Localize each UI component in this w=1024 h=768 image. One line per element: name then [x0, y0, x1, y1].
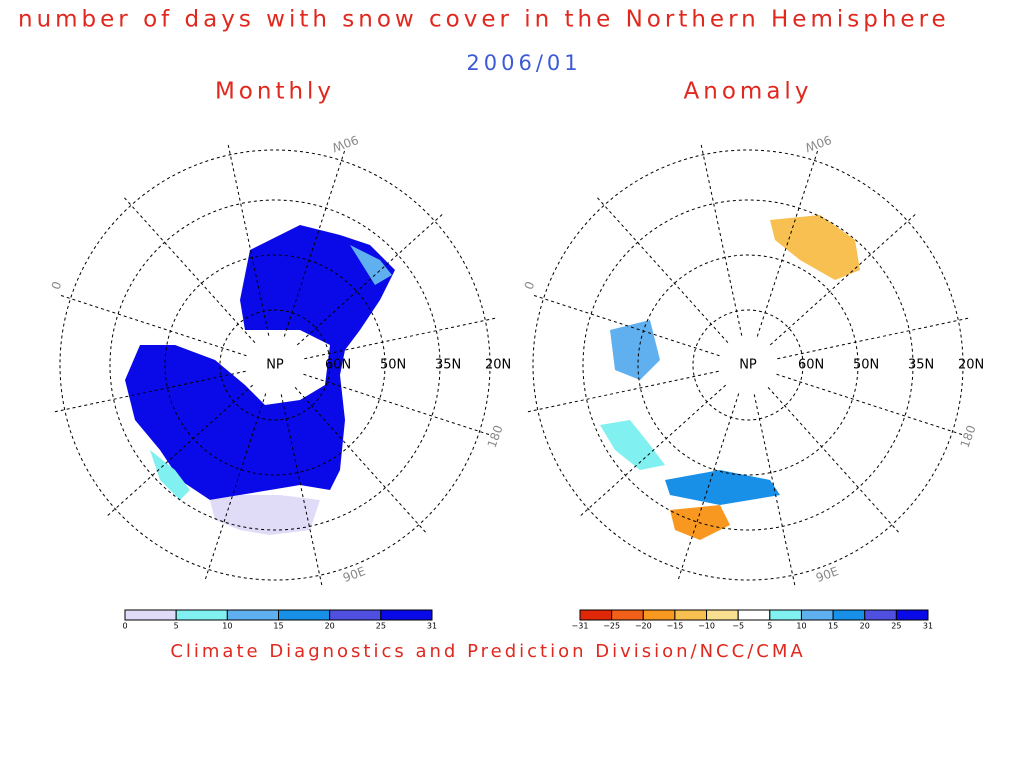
- latitude-label: 50N: [380, 358, 406, 373]
- meridian: [283, 150, 346, 337]
- meridian: [303, 373, 490, 436]
- colorbar-bin: [611, 609, 644, 621]
- colorbar-bin: [642, 609, 676, 621]
- meridian: [60, 294, 247, 357]
- colorbar-label: 15: [828, 622, 838, 631]
- colorbar-bin: [832, 609, 866, 621]
- latitude-circle: [219, 309, 331, 421]
- meridian: [756, 150, 819, 337]
- latitude-circle: [692, 309, 804, 421]
- colorbar-label: 31: [923, 622, 933, 631]
- credit: Climate Diagnostics and Prediction Divis…: [170, 641, 805, 662]
- latitude-circle: [59, 149, 491, 581]
- meridian: [227, 144, 270, 336]
- colorbar-bin: [329, 609, 382, 621]
- colorbar-bin: [226, 609, 279, 621]
- main-title: number of days with snow cover in the No…: [18, 7, 950, 33]
- meridian: [753, 394, 796, 586]
- colorbar-bin: [124, 609, 177, 621]
- meridian: [777, 317, 969, 360]
- colorbar-label: 25: [891, 622, 901, 631]
- meridian: [527, 370, 719, 413]
- colorbar-bin: [769, 609, 802, 621]
- latitude-circle: [582, 199, 914, 531]
- panel-title: Anomaly: [684, 79, 813, 105]
- anomaly-area: [770, 215, 860, 280]
- colorbar-bin: [706, 609, 739, 621]
- meridian: [533, 294, 720, 357]
- colorbar-label: −20: [635, 622, 652, 631]
- latitude-label: 50N: [853, 358, 879, 373]
- colorbar-label: −5: [732, 622, 744, 631]
- colorbar-label: 20: [325, 622, 335, 631]
- snow-monthly: [125, 225, 395, 535]
- meridian: [280, 394, 323, 586]
- colorbar-bin: [895, 609, 929, 621]
- colorbar-label: −10: [698, 622, 715, 631]
- date: 2006/01: [466, 51, 581, 75]
- snow-area: [210, 495, 320, 535]
- latitude-label: 20N: [485, 358, 511, 373]
- meridian: [107, 384, 254, 516]
- anomaly-area: [665, 470, 780, 505]
- snow-area: [150, 450, 190, 500]
- colorbar-label: 5: [174, 622, 179, 631]
- latitude-label: 60N: [325, 358, 351, 373]
- meridian: [204, 393, 267, 580]
- colorbar-bin: [579, 609, 613, 621]
- colorbar-bin: [380, 609, 433, 621]
- colorbar-label: 25: [376, 622, 386, 631]
- colorbar-bin: [175, 609, 228, 621]
- latitude-label: 20N: [958, 358, 984, 373]
- colorbar-label: −31: [572, 622, 589, 631]
- colorbar-bin: [737, 609, 771, 621]
- colorbar-label: −25: [603, 622, 620, 631]
- meridian: [700, 144, 743, 336]
- colorbar-label: 5: [767, 622, 772, 631]
- longitude-label: 0: [49, 279, 65, 291]
- meridian: [294, 386, 426, 533]
- pole-label: NP: [739, 358, 757, 373]
- colorbar-bin: [278, 609, 331, 621]
- latitude-circle: [637, 254, 859, 476]
- meridian: [54, 370, 246, 413]
- polar-map: [54, 144, 496, 586]
- colorbar-label: 31: [427, 622, 437, 631]
- colorbar-label: 10: [222, 622, 232, 631]
- meridian: [776, 373, 963, 436]
- meridian: [580, 384, 727, 516]
- meridian: [767, 386, 899, 533]
- latitude-label: 60N: [798, 358, 824, 373]
- colorbar-label: 0: [122, 622, 127, 631]
- colorbar-bin: [800, 609, 834, 621]
- meridian: [304, 317, 496, 360]
- panel-title: Monthly: [215, 79, 335, 105]
- colorbar-bin: [674, 609, 708, 621]
- snow-area: [350, 245, 392, 285]
- colorbar-label: 10: [796, 622, 806, 631]
- meridian: [769, 214, 916, 346]
- latitude-circle: [164, 254, 386, 476]
- latitude-label: 35N: [908, 358, 934, 373]
- latitude-circle: [109, 199, 441, 531]
- longitude-label: 0: [522, 279, 538, 291]
- colorbar-label: −15: [666, 622, 683, 631]
- snow-area: [125, 225, 395, 500]
- snow-anomaly: [600, 215, 860, 540]
- meridian: [296, 214, 443, 346]
- colorbar-bin: [864, 609, 897, 621]
- colorbar-label: 15: [273, 622, 283, 631]
- latitude-label: 35N: [435, 358, 461, 373]
- pole-label: NP: [266, 358, 284, 373]
- meridian: [677, 393, 740, 580]
- meridian: [124, 197, 256, 344]
- meridian: [597, 197, 729, 344]
- anomaly-area: [600, 420, 665, 470]
- colorbar-label: 20: [860, 622, 870, 631]
- anomaly-area: [610, 320, 660, 380]
- latitude-circle: [532, 149, 964, 581]
- polar-map: [527, 144, 969, 586]
